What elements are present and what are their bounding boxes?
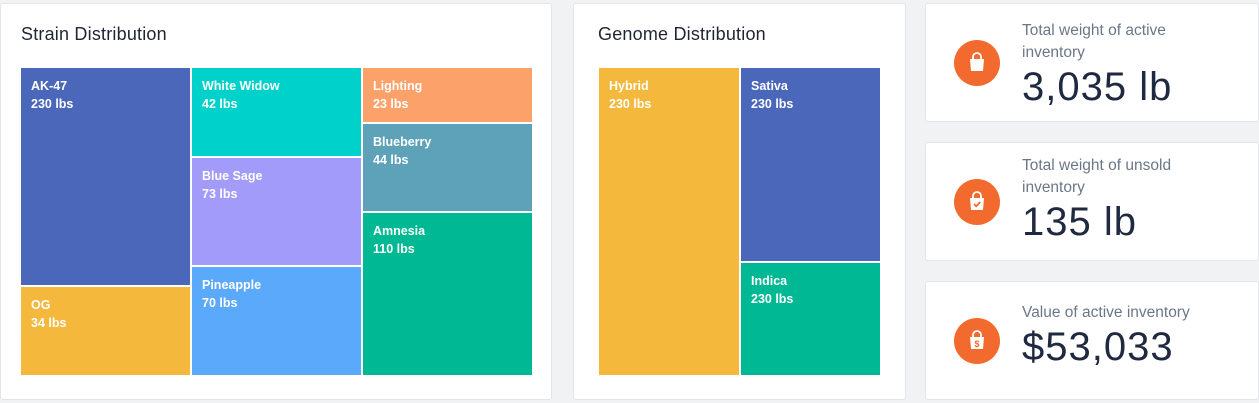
cell-value: 23 lbs <box>373 97 409 111</box>
kpi-card-inventory-value: $ Value of active inventory $53,033 <box>925 281 1259 400</box>
bag-check-icon <box>954 178 1000 225</box>
kpi-label: Total weight of active inventory <box>1022 22 1166 61</box>
strain-cell-og[interactable]: OG 34 lbs <box>20 286 191 376</box>
kpi-card-active-weight: Total weight of active inventory 3,035 l… <box>925 3 1259 122</box>
cell-label: Hybrid <box>609 79 649 93</box>
genome-treemap: Hybrid 230 lbs Sativa 230 lbs Indica 230 lbs <box>598 67 881 376</box>
cell-value: 70 lbs <box>202 296 238 310</box>
strain-cell-lighting[interactable]: Lighting 23 lbs <box>362 67 533 123</box>
kpi-value: 3,035 lb <box>1022 65 1173 109</box>
genome-distribution-title: Genome Distribution <box>598 24 766 44</box>
shopping-bag-icon <box>954 39 1000 86</box>
kpi-label: Value of active inventory <box>1022 304 1190 321</box>
cell-label: Pineapple <box>202 278 262 292</box>
strain-treemap: AK-47 230 lbs OG 34 lbs White Widow 42 lbs Blu… <box>20 67 533 376</box>
cell-label: AK-47 <box>31 79 68 93</box>
cell-label: White Widow <box>202 79 280 93</box>
cell-value: 44 lbs <box>373 153 409 167</box>
strain-cell-ak-47[interactable]: AK-47 230 lbs <box>20 67 191 286</box>
cell-label: Sativa <box>751 79 788 93</box>
cell-value: 73 lbs <box>202 187 238 201</box>
kpi-label: Total weight of unsold inventory <box>1022 157 1172 196</box>
cell-label: Blue Sage <box>202 169 263 183</box>
genome-cell-indica[interactable]: Indica 230 lbs <box>740 262 881 376</box>
strain-cell-pineapple[interactable]: Pineapple 70 lbs <box>191 266 362 376</box>
svg-text:$: $ <box>974 339 979 349</box>
cell-value: 110 lbs <box>373 242 415 256</box>
genome-distribution-card: Genome Distribution Hybrid 230 lbs Sativa 2… <box>573 3 906 400</box>
strain-cell-blue-sage[interactable]: Blue Sage 73 lbs <box>191 157 362 266</box>
kpi-card-unsold-weight: Total weight of unsold inventory 135 lb <box>925 142 1259 261</box>
cell-label: OG <box>31 298 51 312</box>
strain-distribution-title: Strain Distribution <box>21 24 167 44</box>
cell-label: Blueberry <box>373 135 432 149</box>
cell-value: 34 lbs <box>31 316 67 330</box>
genome-cell-sativa[interactable]: Sativa 230 lbs <box>740 67 881 262</box>
cell-value: 230 lbs <box>751 292 794 306</box>
strain-distribution-card: Strain Distribution AK-47 230 lbs OG 34 lbs… <box>0 3 552 400</box>
kpi-value: 135 lb <box>1022 200 1137 244</box>
strain-cell-white-widow[interactable]: White Widow 42 lbs <box>191 67 362 157</box>
cell-value: 230 lbs <box>609 97 652 111</box>
strain-cell-blueberry[interactable]: Blueberry 44 lbs <box>362 123 533 212</box>
bag-dollar-icon: $ <box>954 317 1000 364</box>
genome-cell-hybrid[interactable]: Hybrid 230 lbs <box>598 67 740 376</box>
cell-value: 230 lbs <box>31 97 74 111</box>
cell-label: Indica <box>751 274 788 288</box>
cell-value: 42 lbs <box>202 97 238 111</box>
cell-value: 230 lbs <box>751 97 794 111</box>
cell-label: Amnesia <box>373 224 426 238</box>
kpi-value: $53,033 <box>1022 325 1174 369</box>
strain-cell-amnesia[interactable]: Amnesia 110 lbs <box>362 212 533 376</box>
cell-label: Lighting <box>373 79 423 93</box>
